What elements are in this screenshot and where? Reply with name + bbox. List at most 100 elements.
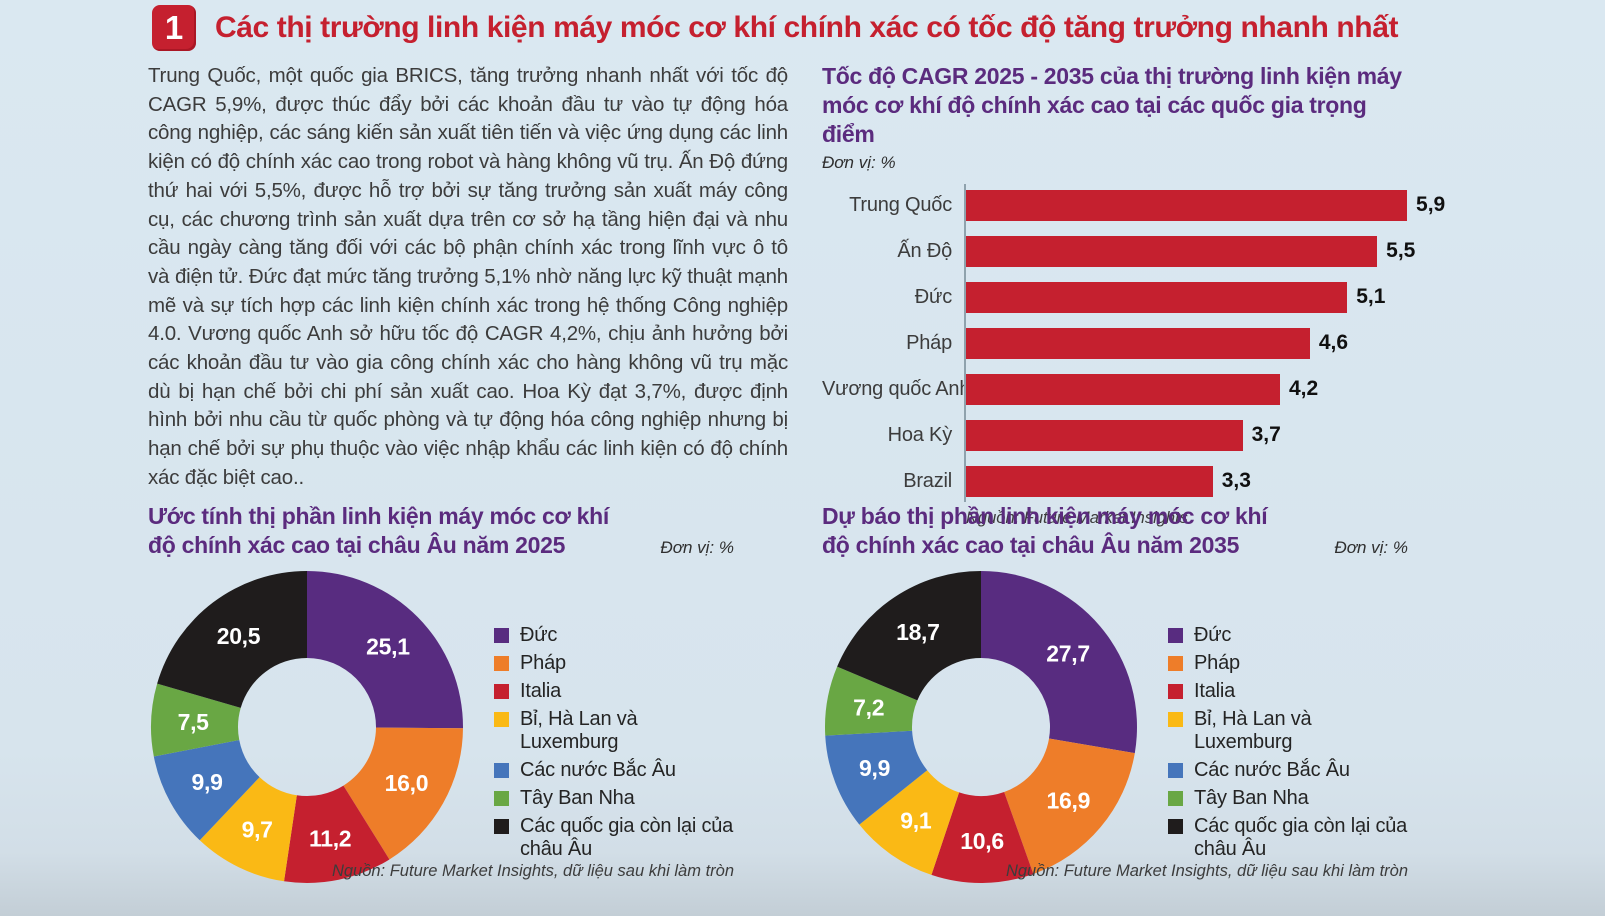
bar-value-label: 4,2 bbox=[1288, 377, 1319, 400]
donut-2025-source: Nguồn: Future Market Insights, dữ liệu s… bbox=[331, 862, 734, 880]
donut-value-label: 9,9 bbox=[192, 769, 223, 795]
bar-category-label: Trung Quốc bbox=[849, 193, 952, 216]
header: 1 Các thị trường linh kiện máy móc cơ kh… bbox=[152, 5, 1399, 51]
donut-value-label: 27,7 bbox=[1046, 640, 1090, 666]
bar-value-label: 3,7 bbox=[1251, 423, 1281, 446]
legend-swatch bbox=[494, 712, 509, 727]
legend-item: Các nước Bắc Âu bbox=[1168, 759, 1408, 782]
donut-slice bbox=[981, 571, 1137, 754]
donut-slice bbox=[343, 727, 463, 860]
donut-slice bbox=[153, 740, 260, 841]
bar-value-label: 5,1 bbox=[1356, 285, 1386, 308]
legend-item: Italia bbox=[1168, 680, 1408, 703]
legend-label: Các quốc gia còn lại của châu Âu bbox=[1194, 815, 1408, 860]
bar-category-label: Hoa Kỳ bbox=[887, 423, 953, 446]
donut-2035-title-row: Dự báo thị phần linh kiện máy móc cơ khí… bbox=[822, 502, 1408, 560]
donut-slice bbox=[151, 683, 241, 757]
bar bbox=[966, 235, 1378, 267]
bar-category-label: Brazil bbox=[903, 469, 952, 492]
bar-category-label: Đức bbox=[914, 285, 952, 308]
donut-value-label: 10,6 bbox=[960, 828, 1004, 854]
bar-category-label: Pháp bbox=[906, 331, 952, 354]
bar-chart-section: Tốc độ CAGR 2025 - 2035 của thị trường l… bbox=[822, 62, 1445, 528]
legend-swatch bbox=[494, 819, 509, 834]
bar-category-label: Vương quốc Anh bbox=[822, 377, 971, 400]
donut-value-label: 7,5 bbox=[178, 709, 210, 735]
legend-swatch bbox=[494, 684, 509, 699]
bar bbox=[966, 281, 1348, 313]
bar bbox=[966, 189, 1408, 221]
bar-chart-source: Nguồn: Future Market Insights bbox=[966, 509, 1188, 527]
bar-row: Vương quốc Anh 4,2 bbox=[822, 366, 1422, 412]
legend-item: Các nước Bắc Âu bbox=[494, 759, 734, 782]
bar-value-label: 5,5 bbox=[1386, 239, 1416, 262]
donut-slice bbox=[837, 571, 981, 701]
bar-area: 3,3 bbox=[964, 465, 1422, 497]
legend-item: Các quốc gia còn lại của châu Âu bbox=[1168, 815, 1408, 861]
donut-2035-body: 27,7 16,9 10,6 9,1 9,9 7,2 18,7 Đức Pháp Italia B… bbox=[822, 568, 1408, 886]
legend-label: Tây Ban Nha bbox=[1194, 787, 1309, 809]
donut-value-label: 11,2 bbox=[309, 826, 351, 852]
donut-chart-2025: 25,1 16,0 11,2 9,7 9,9 7,5 20,5 bbox=[151, 571, 464, 883]
donut-value-label: 16,0 bbox=[385, 770, 429, 796]
bar-chart: Trung Quốc 5,9 Ấn Độ 5,5 Đức 5,1 Pháp 4,6 Vương … bbox=[822, 182, 1445, 504]
bar-area: 5,9 bbox=[964, 189, 1445, 221]
bar-area: 4,2 bbox=[964, 373, 1422, 405]
donut-slice bbox=[307, 571, 464, 729]
donut-slice bbox=[931, 792, 1034, 883]
legend-item: Pháp bbox=[494, 652, 734, 675]
donut-slice bbox=[825, 666, 918, 736]
section-number-badge: 1 bbox=[152, 5, 196, 51]
bar bbox=[966, 327, 1310, 359]
donut-value-label: 7,2 bbox=[853, 695, 884, 721]
bar-row: Đức 5,1 bbox=[822, 274, 1422, 320]
legend-item: Pháp bbox=[1168, 652, 1408, 675]
donut-2025-section: Ước tính thị phần linh kiện máy móc cơ k… bbox=[148, 502, 734, 886]
legend-item: Đức bbox=[1168, 624, 1408, 647]
donut-slice bbox=[825, 730, 928, 825]
intro-paragraph: Trung Quốc, một quốc gia BRICS, tăng trư… bbox=[148, 64, 788, 489]
legend-item: Tây Ban Nha bbox=[494, 787, 734, 810]
bar-category-label: Ấn Độ bbox=[897, 239, 952, 262]
donut-chart-2035: 27,7 16,9 10,6 9,1 9,9 7,2 18,7 bbox=[825, 571, 1137, 883]
donut-value-label: 25,1 bbox=[366, 634, 410, 660]
donut-value-label: 18,7 bbox=[896, 619, 940, 645]
donut-value-label: 20,5 bbox=[217, 623, 261, 649]
bar-row: Trung Quốc 5,9 bbox=[822, 182, 1445, 228]
legend-swatch bbox=[1168, 684, 1183, 699]
donut-2025-legend: Đức Pháp Italia Bỉ, Hà Lan và Luxemburg Các … bbox=[494, 624, 734, 886]
donut-slice bbox=[284, 785, 390, 883]
donut-2035-unit-label: Đơn vị: % bbox=[1334, 538, 1408, 557]
legend-label: Đức bbox=[520, 624, 558, 646]
legend-swatch bbox=[494, 763, 509, 778]
legend-label: Pháp bbox=[520, 652, 566, 674]
legend-label: Các nước Bắc Âu bbox=[1194, 759, 1350, 781]
legend-item: Tây Ban Nha bbox=[1168, 787, 1408, 810]
donut-slice bbox=[1004, 738, 1135, 874]
legend-item: Đức bbox=[494, 624, 734, 647]
donut-2025-title-row: Ước tính thị phần linh kiện máy móc cơ k… bbox=[148, 502, 734, 560]
legend-swatch bbox=[1168, 628, 1183, 643]
donut-slice bbox=[157, 571, 307, 708]
donut-value-label: 9,1 bbox=[900, 808, 932, 834]
legend-label: Tây Ban Nha bbox=[520, 787, 635, 809]
page-title: Các thị trường linh kiện máy móc cơ khí … bbox=[215, 11, 1399, 44]
legend-label: Italia bbox=[520, 680, 562, 702]
bar bbox=[966, 419, 1243, 451]
donut-slice bbox=[859, 770, 960, 875]
bar-row: Hoa Kỳ 3,7 bbox=[822, 412, 1422, 458]
bar bbox=[966, 373, 1280, 405]
legend-item: Bỉ, Hà Lan và Luxemburg bbox=[1168, 708, 1408, 754]
legend-label: Pháp bbox=[1194, 652, 1240, 674]
bar-row: Pháp 4,6 bbox=[822, 320, 1422, 366]
donut-2035-source: Nguồn: Future Market Insights, dữ liệu s… bbox=[1005, 862, 1408, 880]
bar-chart-unit-label: Đơn vị: % bbox=[822, 153, 896, 172]
legend-swatch bbox=[1168, 791, 1183, 806]
bar-value-label: 4,6 bbox=[1318, 331, 1349, 354]
bar-area: 4,6 bbox=[964, 327, 1422, 359]
bar-area: 3,7 bbox=[964, 419, 1422, 451]
legend-item: Italia bbox=[494, 680, 734, 703]
legend-swatch bbox=[1168, 712, 1183, 727]
donut-2025-body: 25,1 16,0 11,2 9,7 9,9 7,5 20,5 Đức Pháp Italia B… bbox=[148, 568, 734, 886]
